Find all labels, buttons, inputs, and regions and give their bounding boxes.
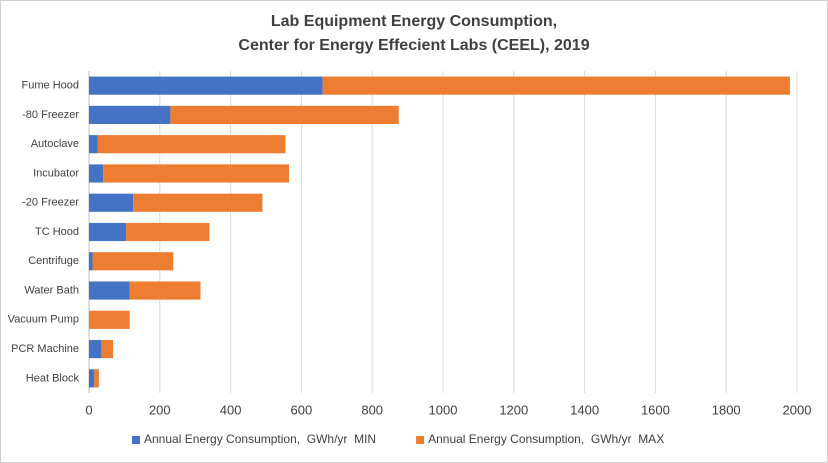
chart-title: Lab Equipment Energy Consumption, bbox=[271, 13, 557, 30]
bar-segment bbox=[89, 135, 98, 154]
y-tick-label: Autoclave bbox=[31, 138, 79, 150]
x-tick-label: 1400 bbox=[570, 402, 599, 417]
bar-segment bbox=[322, 76, 790, 95]
x-tick-label: 600 bbox=[291, 402, 313, 417]
y-tick-label: TC Hood bbox=[35, 226, 79, 238]
bar-segment bbox=[89, 281, 130, 300]
legend-label: Annual Energy Consumption, GWh/yr MAX bbox=[428, 432, 664, 446]
x-tick-label: 200 bbox=[149, 402, 171, 417]
y-tick-label: Heat Block bbox=[26, 372, 80, 384]
bar-segment bbox=[89, 310, 130, 329]
y-tick-label: Vacuum Pump bbox=[8, 314, 79, 326]
x-tick-label: 1600 bbox=[641, 402, 670, 417]
chart-title: Center for Energy Effecient Labs (CEEL),… bbox=[238, 37, 589, 54]
bar-segment bbox=[89, 76, 323, 95]
bar-segment bbox=[103, 164, 290, 183]
bar-segment bbox=[133, 193, 263, 212]
y-tick-label: PCR Machine bbox=[11, 343, 79, 355]
bar-segment bbox=[89, 252, 93, 271]
bar-segment bbox=[89, 164, 104, 183]
y-tick-label: Fume Hood bbox=[22, 80, 79, 92]
x-tick-label: 800 bbox=[361, 402, 383, 417]
x-tick-label: 1000 bbox=[429, 402, 458, 417]
x-tick-label: 0 bbox=[85, 402, 92, 417]
y-tick-label: -80 Freezer bbox=[22, 109, 79, 121]
y-tick-label: Water Bath bbox=[24, 284, 79, 296]
y-tick-label: Incubator bbox=[33, 167, 79, 179]
legend-swatch bbox=[416, 436, 425, 444]
bar-segment bbox=[170, 105, 399, 124]
y-tick-label: Centrifuge bbox=[28, 255, 79, 267]
bar-segment bbox=[92, 252, 174, 271]
bar-segment bbox=[89, 340, 102, 359]
bar-segment bbox=[126, 222, 210, 242]
bar-segment bbox=[97, 135, 286, 154]
bar-segment bbox=[89, 222, 127, 242]
bar-segment bbox=[101, 340, 114, 359]
bar-segment bbox=[89, 193, 134, 212]
legend-label: Annual Energy Consumption, GWh/yr MIN bbox=[144, 432, 376, 446]
x-tick-label: 2000 bbox=[783, 402, 812, 417]
bar-segment bbox=[89, 369, 95, 388]
bar-segment bbox=[94, 369, 99, 388]
x-tick-label: 400 bbox=[220, 402, 242, 417]
legend-swatch bbox=[132, 436, 140, 444]
bar-segment bbox=[89, 105, 171, 124]
x-tick-label: 1800 bbox=[712, 402, 741, 417]
y-tick-label: -20 Freezer bbox=[22, 197, 79, 209]
x-tick-label: 1200 bbox=[499, 402, 528, 417]
bar-segment bbox=[129, 281, 201, 300]
